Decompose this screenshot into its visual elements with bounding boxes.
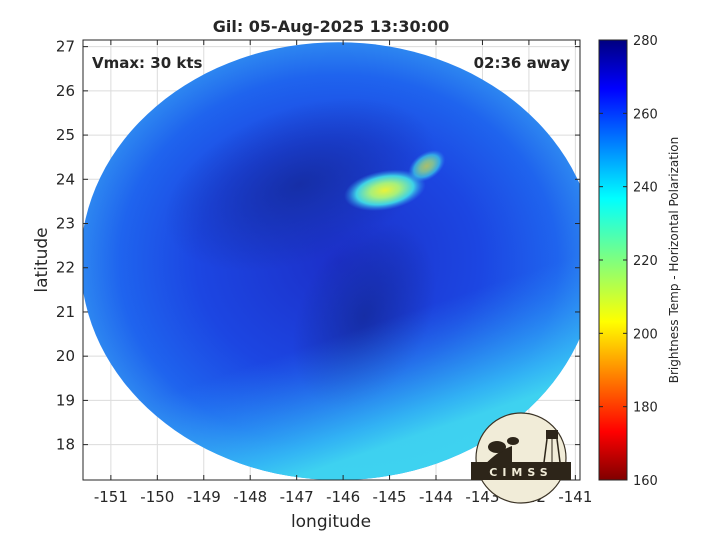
x-tick-label: -145 [373,488,407,506]
cold-cloud-region-ext [408,150,446,183]
plot-frame [82,39,581,481]
y-tick-label: 26 [56,82,75,100]
colorbar-tick-label: 220 [633,254,658,269]
colorbar-tick-label: 160 [633,474,658,489]
swath-warm-edge [83,42,580,480]
y-tick-label: 18 [56,436,75,454]
x-tick-label: -141 [558,488,592,506]
chart-title: Gil: 05-Aug-2025 13:30:00 [213,17,450,36]
y-tick-label: 20 [56,347,75,365]
colorbar-tick-label: 260 [633,107,658,122]
colorbar-tick-label: 280 [633,34,658,49]
y-tick-label: 23 [56,215,75,233]
x-tick-label: -150 [140,488,174,506]
colorbar [598,39,628,481]
y-tick-label: 24 [56,170,75,188]
x-tick-label: -146 [326,488,360,506]
y-tick-label: 25 [56,126,75,144]
colorbar-label: Brightness Temp - Horizontal Polarizatio… [667,137,681,384]
x-axis-label: longitude [291,512,371,532]
x-tick-label: -147 [280,488,314,506]
y-tick-label: 27 [56,38,75,56]
y-axis-label: latitude [32,227,52,292]
colorbar-tick-label: 240 [633,181,658,196]
brightness-swath [83,42,580,480]
y-tick-label: 22 [56,259,75,277]
x-tick-label: -144 [419,488,453,506]
cimss-logo-text: CIMSS [489,466,552,479]
cold-cloud-region [344,169,426,212]
vmax-annotation: Vmax: 30 kts [92,54,202,72]
colorbar-tick-label: 200 [633,327,658,342]
colorbar-ticks: 160 180 200 220 240 260 280 [599,34,658,489]
colorbar-tick-label: 180 [633,401,658,416]
y-tick-label: 21 [56,303,75,321]
y-tick-label: 19 [56,391,75,409]
x-tick-label: -151 [94,488,128,506]
x-tick-label: -143 [465,488,499,506]
time-away-annotation: 02:36 away [474,54,571,72]
cimss-logo: CIMSS [471,412,571,504]
x-tick-label: -149 [187,488,221,506]
x-tick-label: -148 [233,488,267,506]
